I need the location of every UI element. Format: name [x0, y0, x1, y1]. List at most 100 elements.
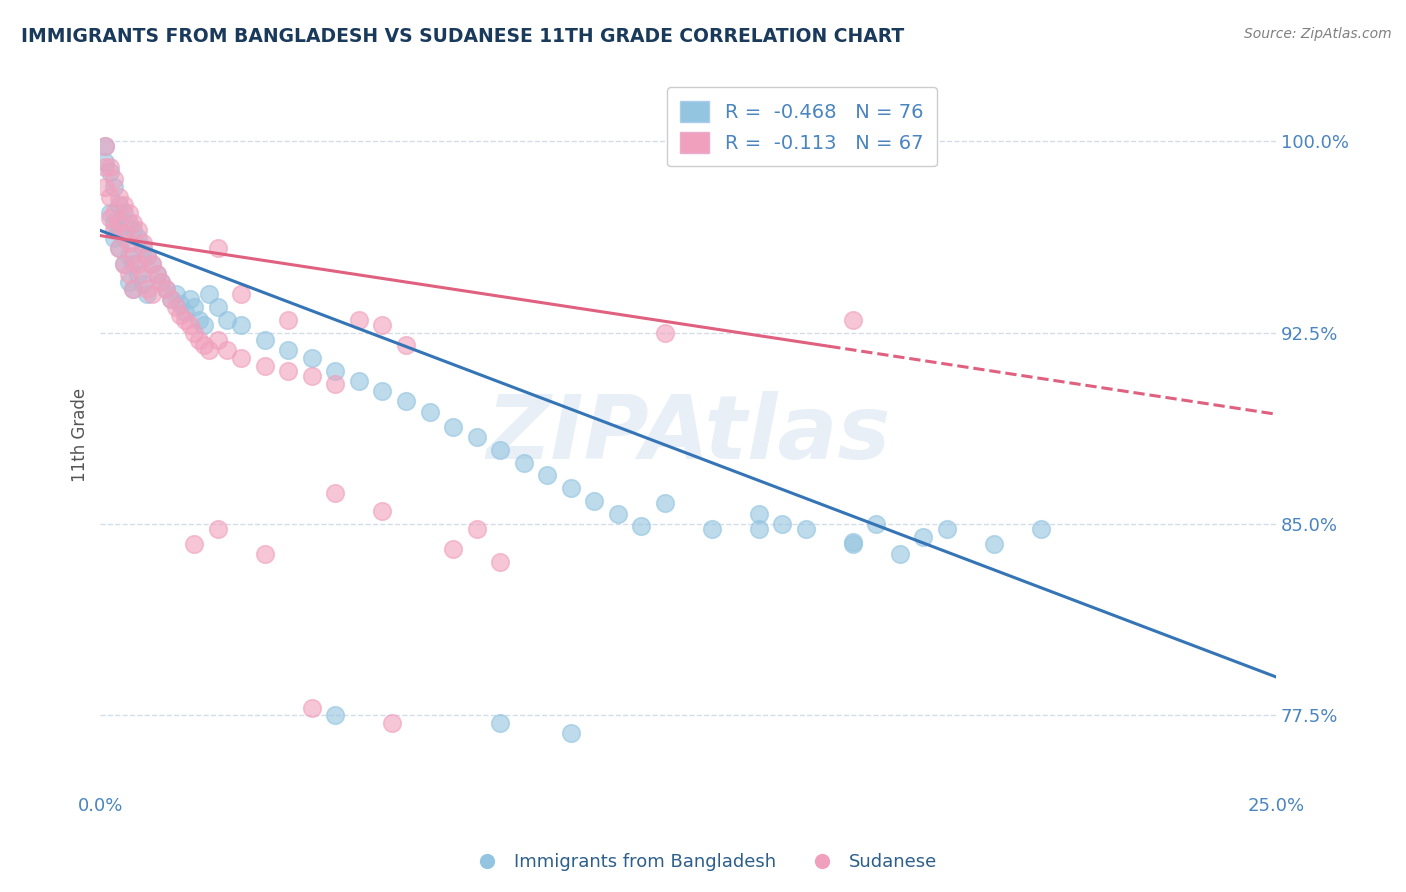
Point — [489, 555, 512, 569]
Point — [912, 530, 935, 544]
Point — [103, 231, 125, 245]
Point — [489, 442, 512, 457]
Point — [117, 267, 139, 281]
Point — [141, 287, 163, 301]
Point — [136, 249, 159, 263]
Point — [160, 293, 183, 307]
Point — [277, 312, 299, 326]
Point — [122, 257, 145, 271]
Point — [536, 468, 558, 483]
Point — [122, 282, 145, 296]
Point — [253, 548, 276, 562]
Point — [842, 312, 865, 326]
Point — [371, 504, 394, 518]
Point — [117, 216, 139, 230]
Point — [112, 198, 135, 212]
Point — [146, 267, 169, 281]
Point — [112, 205, 135, 219]
Point — [155, 282, 177, 296]
Point — [441, 420, 464, 434]
Point — [512, 456, 534, 470]
Point — [560, 726, 582, 740]
Point — [371, 318, 394, 332]
Point — [277, 343, 299, 358]
Point — [108, 241, 131, 255]
Point — [94, 180, 117, 194]
Text: Source: ZipAtlas.com: Source: ZipAtlas.com — [1244, 27, 1392, 41]
Point — [131, 236, 153, 251]
Point — [277, 364, 299, 378]
Point — [253, 333, 276, 347]
Point — [127, 223, 149, 237]
Point — [371, 384, 394, 399]
Point — [301, 368, 323, 383]
Point — [131, 241, 153, 255]
Point — [842, 537, 865, 551]
Point — [395, 338, 418, 352]
Point — [174, 305, 197, 319]
Point — [889, 548, 911, 562]
Point — [94, 139, 117, 153]
Point — [98, 205, 121, 219]
Point — [146, 267, 169, 281]
Point — [112, 257, 135, 271]
Point — [127, 267, 149, 281]
Point — [865, 516, 887, 531]
Point — [395, 394, 418, 409]
Point — [117, 275, 139, 289]
Point — [183, 326, 205, 340]
Point — [748, 507, 770, 521]
Point — [207, 241, 229, 255]
Point — [94, 160, 117, 174]
Point — [193, 338, 215, 352]
Point — [141, 257, 163, 271]
Legend: Immigrants from Bangladesh, Sudanese: Immigrants from Bangladesh, Sudanese — [463, 847, 943, 879]
Point — [301, 351, 323, 365]
Point — [842, 534, 865, 549]
Point — [108, 198, 131, 212]
Point — [169, 297, 191, 311]
Point — [301, 700, 323, 714]
Point — [197, 287, 219, 301]
Point — [136, 282, 159, 296]
Point — [231, 318, 253, 332]
Point — [748, 522, 770, 536]
Point — [770, 516, 793, 531]
Point — [174, 312, 197, 326]
Point — [207, 300, 229, 314]
Point — [489, 715, 512, 730]
Legend: R =  -0.468   N = 76, R =  -0.113   N = 67: R = -0.468 N = 76, R = -0.113 N = 67 — [666, 87, 936, 167]
Point — [606, 507, 628, 521]
Point — [217, 312, 239, 326]
Point — [117, 236, 139, 251]
Point — [108, 241, 131, 255]
Point — [127, 231, 149, 245]
Point — [108, 223, 131, 237]
Point — [794, 522, 817, 536]
Point — [381, 715, 404, 730]
Point — [183, 537, 205, 551]
Point — [94, 139, 117, 153]
Point — [207, 333, 229, 347]
Point — [630, 519, 652, 533]
Point — [103, 172, 125, 186]
Point — [103, 180, 125, 194]
Point — [183, 300, 205, 314]
Point — [418, 404, 440, 418]
Point — [103, 205, 125, 219]
Point — [131, 267, 153, 281]
Point — [127, 257, 149, 271]
Point — [983, 537, 1005, 551]
Point — [1029, 522, 1052, 536]
Point — [150, 275, 173, 289]
Point — [98, 190, 121, 204]
Point — [325, 376, 347, 391]
Point — [98, 165, 121, 179]
Point — [136, 287, 159, 301]
Point — [935, 522, 957, 536]
Point — [94, 154, 117, 169]
Point — [112, 226, 135, 240]
Point — [112, 257, 135, 271]
Point — [560, 481, 582, 495]
Point — [117, 249, 139, 263]
